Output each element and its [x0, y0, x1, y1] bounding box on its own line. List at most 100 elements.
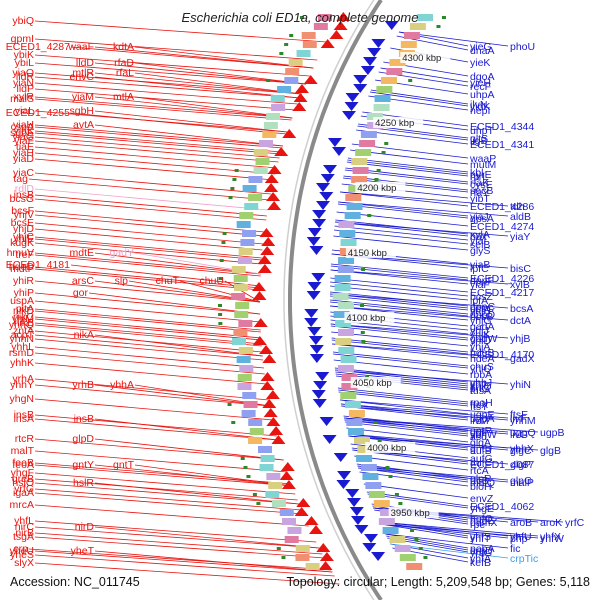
kbp-marker-bg [350, 377, 401, 388]
label-leader-line [330, 285, 469, 301]
gene-label-reverse: yhhN [9, 333, 34, 345]
forward-gene-arrow [311, 390, 326, 399]
function-block [406, 563, 423, 570]
gene-label-reverse: hslR [73, 477, 94, 489]
function-block [240, 239, 255, 246]
gene-label-reverse: bcsE [11, 217, 34, 229]
gene-label-forward: xylA [470, 229, 490, 241]
gene-label-forward: yhiD [470, 335, 491, 347]
rna-tick [256, 502, 261, 505]
function-block [360, 464, 377, 471]
gene-label-reverse: malT [11, 445, 35, 457]
label-leader-line [70, 112, 287, 135]
function-block [351, 158, 368, 165]
gene-label-forward: hdeB [470, 347, 495, 359]
label-leader-line [347, 157, 469, 173]
gene-label-reverse: lldR [16, 71, 35, 83]
label-leader-line [34, 550, 333, 573]
gene-label-reverse: avtA [73, 119, 94, 131]
gene-label-reverse: yhiM [12, 313, 34, 325]
gene-label-forward: kefB [470, 557, 491, 569]
gene-label-forward: chuS [470, 361, 494, 373]
label-leader-line [330, 281, 469, 297]
function-block [235, 302, 250, 309]
rna-tick [232, 178, 237, 181]
kbp-marker-bg [344, 312, 395, 323]
forward-gene-arrow [309, 345, 324, 354]
function-block [337, 365, 354, 372]
gene-label-reverse: yiaK [14, 125, 34, 137]
gene-label-reverse: feoB [12, 457, 34, 469]
rna-tick [230, 187, 235, 190]
function-block [334, 284, 351, 291]
label-leader-line [34, 488, 302, 511]
label-leader-line [340, 403, 509, 419]
function-block [232, 338, 247, 345]
reverse-gene-arrow [316, 543, 331, 552]
label-leader-line [34, 414, 277, 437]
gene-label-forward: yhhM [510, 415, 536, 427]
gene-label-forward: yhiN [510, 379, 531, 391]
gene-label-forward: yhfT [470, 533, 491, 545]
forward-gene-arrow [350, 516, 365, 525]
gene-label-reverse: bcsF [11, 205, 34, 217]
function-block [277, 86, 292, 93]
rna-tick [423, 556, 428, 559]
label-leader-line [347, 159, 469, 175]
gene-label-reverse: rsmD [9, 347, 34, 359]
forward-gene-arrow [327, 138, 342, 147]
label-leader-line [94, 334, 263, 357]
gene-label-forward: rpoH [470, 397, 493, 409]
gene-label-reverse: yiaN [13, 77, 34, 89]
rna-tick [218, 304, 223, 307]
gene-label-forward: dppF [470, 275, 494, 287]
label-leader-line [134, 62, 307, 85]
gene-label-forward: yhfS [470, 531, 491, 543]
reverse-gene-arrow [296, 498, 311, 507]
label-leader-line [34, 82, 298, 105]
gene-label-reverse: yiaO [12, 67, 34, 79]
gene-label-reverse: yiaM [72, 91, 94, 103]
rna-tick [289, 34, 294, 37]
label-leader-line [337, 387, 469, 403]
gene-label-forward: malQ [470, 477, 495, 489]
function-block [263, 122, 278, 129]
rna-tick [227, 403, 232, 406]
gene-label-forward: aufG [470, 453, 493, 465]
gene-label-reverse: ybiQ [12, 15, 34, 27]
forward-gene-arrow [354, 525, 369, 534]
forward-gene-arrow [345, 489, 360, 498]
gene-label-reverse: mdtE [69, 247, 94, 259]
reverse-gene-arrow [281, 480, 296, 489]
reverse-gene-arrow [253, 318, 268, 327]
function-block [355, 149, 372, 156]
function-block [284, 536, 299, 543]
function-block [354, 437, 371, 444]
label-leader-line [341, 405, 509, 421]
label-leader-line [134, 96, 293, 119]
label-leader-line [94, 438, 284, 461]
gene-label-forward: ECED1_4274 [470, 221, 534, 233]
gene-label-forward: glgP [510, 459, 531, 471]
function-block [268, 482, 283, 489]
gene-label-reverse: nikB [14, 317, 34, 329]
gene-label-reverse: yhgF [11, 467, 34, 479]
gene-label-forward: livF [510, 413, 526, 425]
gene-label-forward: dnaA [470, 45, 495, 57]
gene-label-forward: yiaF [470, 279, 490, 291]
function-block [366, 113, 383, 120]
label-leader-line [335, 369, 469, 385]
reverse-gene-arrow [269, 426, 284, 435]
rna-tick [276, 547, 281, 550]
label-leader-line [329, 295, 469, 311]
function-block [409, 23, 426, 30]
label-leader-line [330, 269, 509, 285]
gene-label-forward: kbl [470, 167, 483, 179]
forward-gene-arrow [349, 507, 364, 516]
label-leader-line [94, 76, 301, 99]
label-leader-line [94, 96, 293, 119]
label-leader-line [379, 521, 539, 537]
function-block [335, 320, 352, 327]
gene-label-forward: ugpA [470, 413, 495, 425]
function-block [296, 50, 311, 57]
